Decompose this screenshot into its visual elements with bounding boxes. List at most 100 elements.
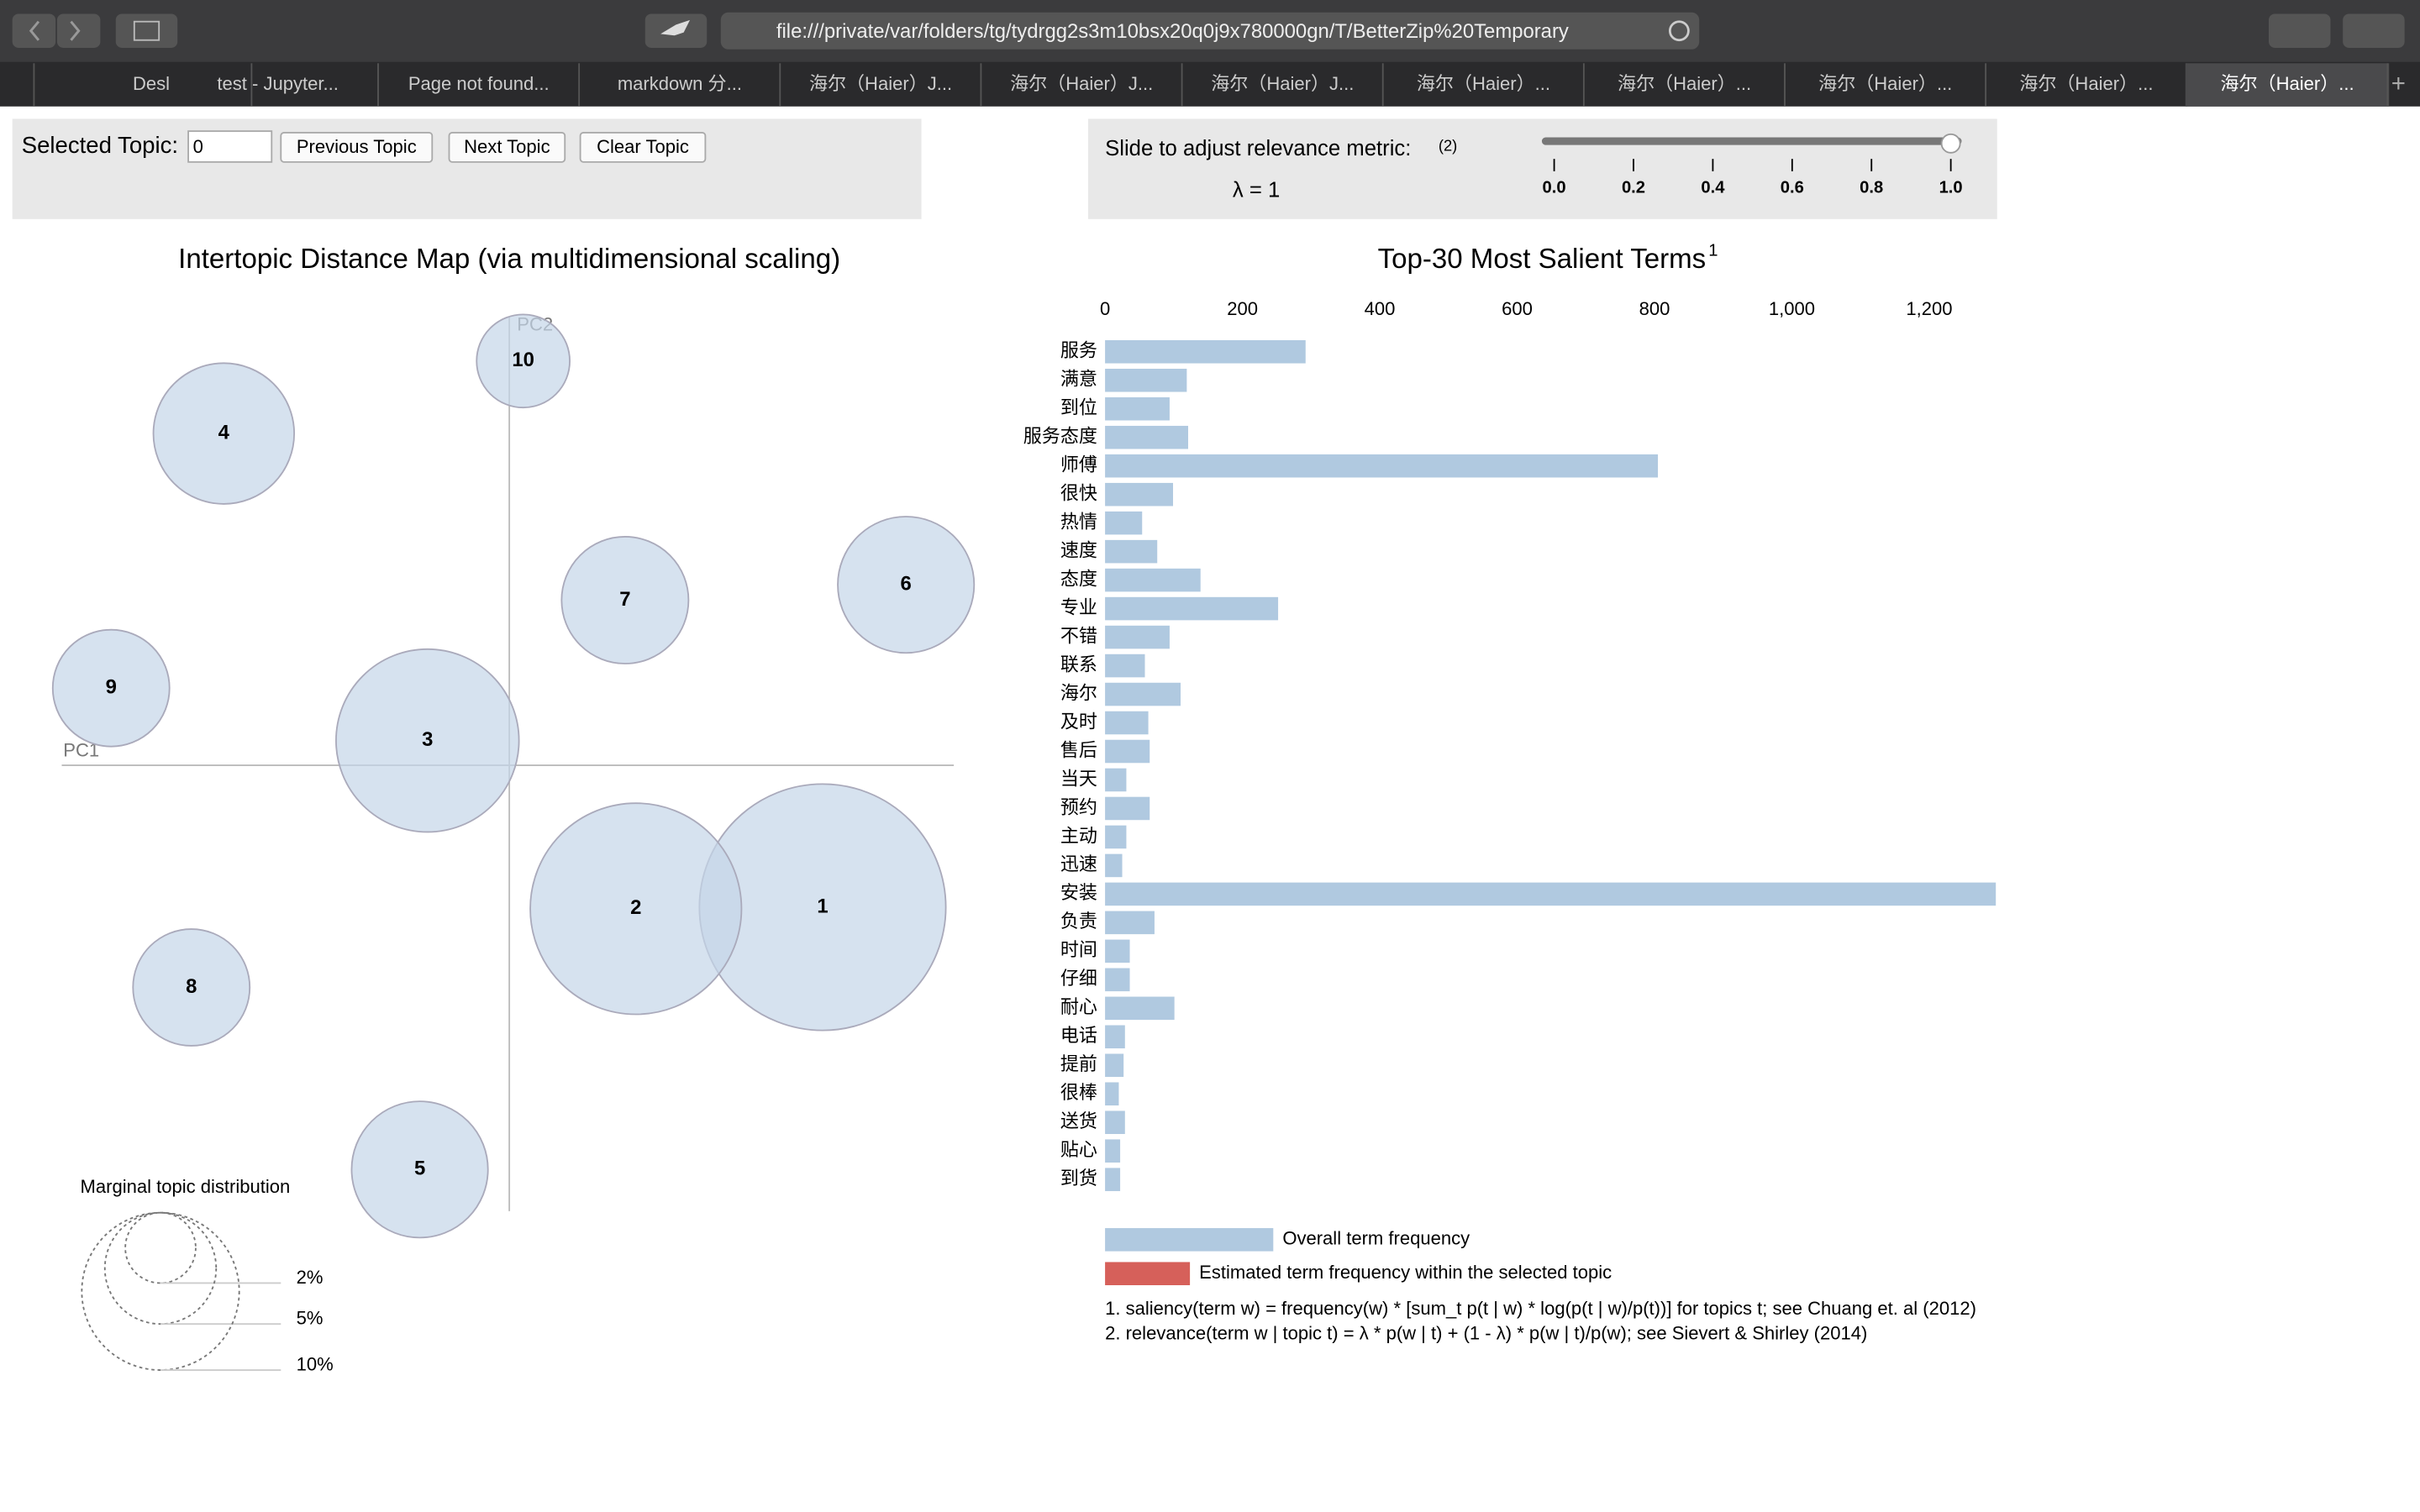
topic-label: 6 — [901, 572, 912, 595]
tab-title[interactable]: 海尔（Haier）... — [1618, 73, 1751, 94]
sidebar-button[interactable] — [115, 13, 178, 48]
reload-icon[interactable] — [1668, 20, 1690, 42]
term-label: 耐心 — [1060, 996, 1097, 1017]
topic-bubble[interactable] — [350, 1100, 489, 1239]
term-bar[interactable] — [1105, 482, 1174, 507]
slider-tick-label: 0.8 — [1860, 178, 1883, 197]
term-bar[interactable] — [1105, 425, 1189, 449]
tabs-button[interactable] — [2343, 13, 2405, 48]
term-bar[interactable] — [1105, 1053, 1124, 1078]
term-bar[interactable] — [1105, 996, 1175, 1021]
size-legend-circle — [103, 1211, 218, 1326]
term-bar[interactable] — [1105, 340, 1306, 364]
term-bar[interactable] — [1105, 768, 1127, 792]
topic-button[interactable] — [280, 132, 434, 163]
term-bar[interactable] — [1105, 654, 1145, 678]
topic-bubble[interactable] — [560, 536, 690, 664]
topic-button-label: Clear Topic — [597, 136, 689, 157]
address-bar[interactable] — [720, 12, 1700, 50]
term-bar[interactable] — [1105, 968, 1130, 992]
term-label: 热情 — [1060, 511, 1097, 532]
tabs: Desl test - Jupyter... Page not found... ma… — [33, 63, 2390, 107]
term-bar[interactable] — [1105, 568, 1201, 592]
active-tab — [2185, 63, 2390, 107]
chart-title-note: 1 — [1708, 242, 1718, 260]
term-bar[interactable] — [1105, 1025, 1125, 1049]
size-legend-circle — [124, 1211, 197, 1284]
term-label: 负责 — [1060, 911, 1097, 932]
tab-title[interactable]: 海尔（Haier）... — [2019, 73, 2153, 94]
tab-title[interactable]: 海尔（Haier）J... — [809, 73, 952, 94]
tab-title[interactable]: Desl — [133, 73, 170, 94]
term-bar[interactable] — [1105, 682, 1181, 706]
topic-bubble[interactable] — [51, 628, 171, 748]
back-button[interactable] — [12, 13, 56, 48]
term-bar[interactable] — [1105, 1168, 1121, 1191]
tab-title[interactable]: Page not found... — [408, 73, 550, 94]
term-bar[interactable] — [1105, 739, 1150, 764]
topic-bubble[interactable] — [837, 516, 976, 654]
size-legend-label: 10% — [297, 1353, 334, 1374]
x-tick-label: 600 — [1502, 298, 1533, 319]
topic-button[interactable] — [579, 132, 707, 163]
tab-title[interactable]: 海尔（Haier）J... — [1010, 73, 1153, 94]
term-bar[interactable] — [1105, 539, 1158, 564]
legend-label: Estimated term frequency within the sele… — [1199, 1262, 1612, 1283]
size-legend-circle — [81, 1211, 240, 1371]
term-bar[interactable] — [1105, 625, 1170, 649]
new-tab[interactable]: + — [2391, 70, 2406, 97]
term-bar[interactable] — [1105, 368, 1187, 392]
term-bar[interactable] — [1105, 711, 1149, 735]
term-bar[interactable] — [1105, 796, 1150, 821]
term-label: 预约 — [1060, 796, 1097, 817]
tab-title[interactable]: 海尔（Haier）... — [1818, 73, 1952, 94]
x-tick-label: 200 — [1227, 298, 1258, 319]
term-bar[interactable] — [1105, 825, 1127, 849]
slider-tick-label: 0.6 — [1781, 178, 1804, 197]
term-bar[interactable] — [1105, 396, 1170, 421]
topic-bubble[interactable] — [152, 362, 296, 505]
term-bar[interactable] — [1105, 511, 1143, 535]
term-bar[interactable] — [1105, 911, 1155, 935]
tab-title[interactable]: 海尔（Haier）... — [2220, 73, 2354, 94]
term-label: 到位 — [1060, 397, 1097, 418]
topic-label: 10 — [512, 349, 534, 371]
topic-label: 5 — [414, 1158, 425, 1180]
tab-title[interactable]: 海尔（Haier）... — [1417, 73, 1550, 94]
topic-label: 7 — [619, 588, 630, 611]
topic-input[interactable] — [187, 130, 273, 163]
term-label: 主动 — [1060, 825, 1097, 846]
topic-bubble[interactable] — [132, 928, 251, 1047]
legend-swatch — [1105, 1262, 1191, 1285]
x-tick-label: 400 — [1365, 298, 1396, 319]
term-bar[interactable] — [1105, 939, 1130, 963]
term-label: 服务 — [1060, 340, 1097, 361]
tab-title[interactable]: 海尔（Haier）J... — [1211, 73, 1354, 94]
tab-title[interactable]: markdown 分... — [618, 73, 742, 94]
topic-bubble[interactable] — [476, 313, 571, 409]
salient-terms-chart: Top-30 Most Salient Terms 1 0 200 400 600 800 1… — [1023, 242, 1996, 1344]
term-bar[interactable] — [1105, 454, 1659, 478]
slider-handle[interactable] — [1940, 133, 1961, 154]
term-bar[interactable] — [1105, 1139, 1121, 1163]
term-bar[interactable] — [1105, 1082, 1119, 1106]
term-label: 师傅 — [1060, 454, 1097, 475]
topic-bubble[interactable] — [335, 648, 520, 833]
url-text: file:///private/var/folders/tg/tydrgg2s3… — [776, 20, 1569, 43]
footnote: 1. saliency(term w) = frequency(w) * [su… — [1105, 1298, 1976, 1319]
tab-title[interactable]: test - Jupyter... — [217, 73, 338, 94]
slider: 0.0 0.2 0.4 0.6 0.8 1.0 — [1541, 133, 1963, 197]
term-bar[interactable] — [1105, 596, 1279, 621]
term-label: 送货 — [1060, 1110, 1097, 1131]
term-bar[interactable] — [1105, 853, 1123, 878]
term-bar[interactable] — [1105, 1110, 1125, 1134]
topic-label: 9 — [106, 675, 117, 698]
topic-button[interactable] — [448, 132, 566, 163]
term-label: 电话 — [1060, 1025, 1097, 1046]
share-button[interactable] — [2269, 13, 2331, 48]
term-bar[interactable] — [1105, 882, 1996, 906]
topic-bubble[interactable] — [529, 802, 743, 1016]
term-label: 专业 — [1060, 596, 1097, 617]
term-label: 海尔 — [1060, 682, 1097, 703]
